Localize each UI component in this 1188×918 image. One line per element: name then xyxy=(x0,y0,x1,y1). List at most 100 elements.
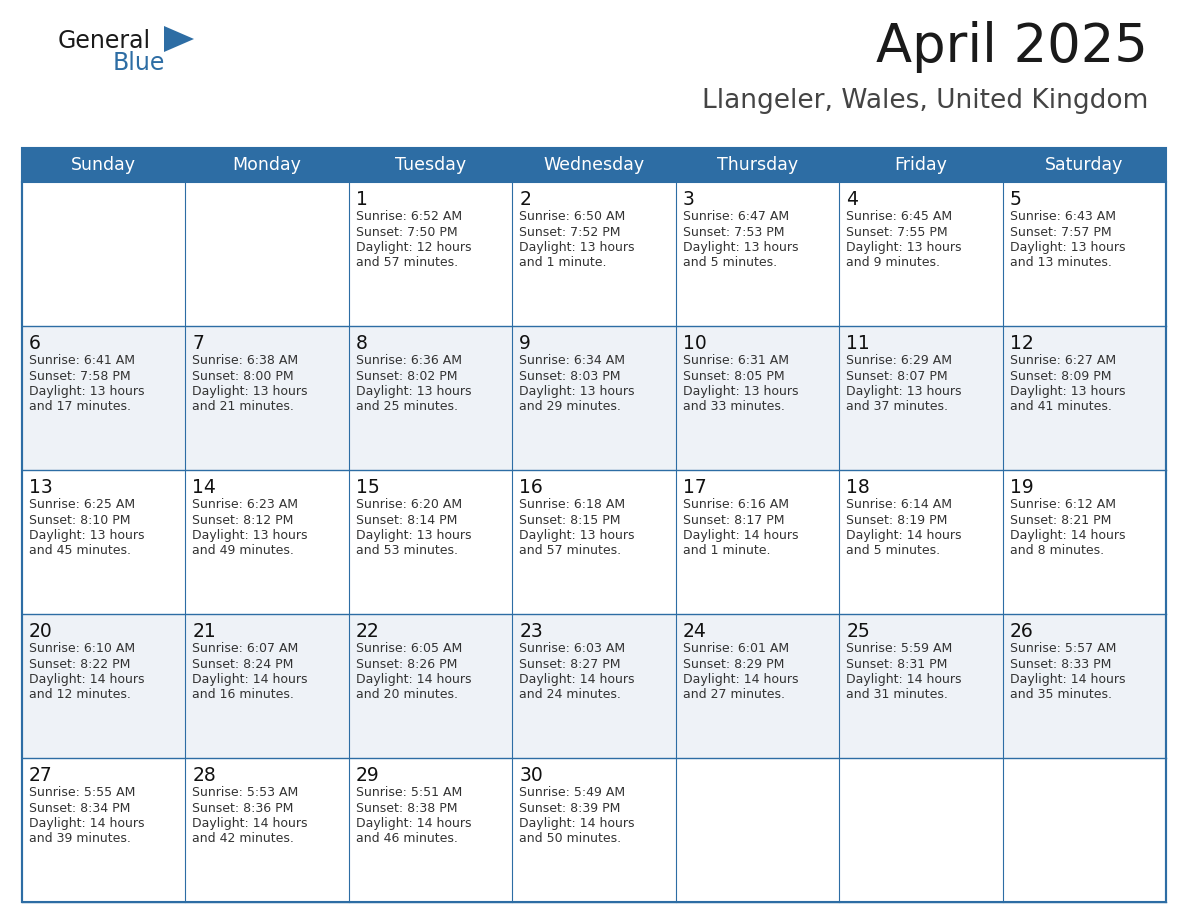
Text: Daylight: 14 hours: Daylight: 14 hours xyxy=(356,817,472,830)
Text: Sunset: 8:03 PM: Sunset: 8:03 PM xyxy=(519,370,621,383)
Bar xyxy=(23,758,1165,902)
Text: Llangeler, Wales, United Kingdom: Llangeler, Wales, United Kingdom xyxy=(702,88,1148,114)
Text: 4: 4 xyxy=(846,190,858,209)
Text: Sunrise: 6:07 AM: Sunrise: 6:07 AM xyxy=(192,642,298,655)
Text: Daylight: 14 hours: Daylight: 14 hours xyxy=(683,673,798,686)
Text: Sunset: 8:31 PM: Sunset: 8:31 PM xyxy=(846,657,948,670)
Text: Sunset: 8:39 PM: Sunset: 8:39 PM xyxy=(519,801,620,814)
Text: Sunrise: 5:53 AM: Sunrise: 5:53 AM xyxy=(192,786,298,799)
Text: and 13 minutes.: and 13 minutes. xyxy=(1010,256,1112,270)
Text: and 29 minutes.: and 29 minutes. xyxy=(519,400,621,413)
Text: and 5 minutes.: and 5 minutes. xyxy=(846,544,940,557)
Text: and 8 minutes.: and 8 minutes. xyxy=(1010,544,1104,557)
Text: Sunset: 8:29 PM: Sunset: 8:29 PM xyxy=(683,657,784,670)
Text: Daylight: 14 hours: Daylight: 14 hours xyxy=(1010,673,1125,686)
Text: and 27 minutes.: and 27 minutes. xyxy=(683,688,785,701)
Text: and 42 minutes.: and 42 minutes. xyxy=(192,833,295,845)
Text: 23: 23 xyxy=(519,622,543,641)
Text: Daylight: 14 hours: Daylight: 14 hours xyxy=(519,673,634,686)
Text: 12: 12 xyxy=(1010,334,1034,353)
Text: 22: 22 xyxy=(356,622,380,641)
Text: 21: 21 xyxy=(192,622,216,641)
Text: 6: 6 xyxy=(29,334,40,353)
Text: Daylight: 12 hours: Daylight: 12 hours xyxy=(356,241,472,254)
Text: 14: 14 xyxy=(192,478,216,497)
Text: and 16 minutes.: and 16 minutes. xyxy=(192,688,295,701)
Text: 5: 5 xyxy=(1010,190,1022,209)
Text: Sunrise: 6:36 AM: Sunrise: 6:36 AM xyxy=(356,354,462,367)
Bar xyxy=(23,614,1165,758)
Text: Sunrise: 6:34 AM: Sunrise: 6:34 AM xyxy=(519,354,625,367)
Text: Sunset: 8:12 PM: Sunset: 8:12 PM xyxy=(192,513,293,527)
Text: Sunrise: 6:31 AM: Sunrise: 6:31 AM xyxy=(683,354,789,367)
Text: 19: 19 xyxy=(1010,478,1034,497)
Text: Daylight: 14 hours: Daylight: 14 hours xyxy=(29,817,145,830)
Text: and 1 minute.: and 1 minute. xyxy=(683,544,770,557)
Text: Daylight: 14 hours: Daylight: 14 hours xyxy=(29,673,145,686)
Text: Sunset: 7:53 PM: Sunset: 7:53 PM xyxy=(683,226,784,239)
Text: Sunset: 7:58 PM: Sunset: 7:58 PM xyxy=(29,370,131,383)
Text: Sunrise: 6:10 AM: Sunrise: 6:10 AM xyxy=(29,642,135,655)
Text: Saturday: Saturday xyxy=(1045,156,1124,174)
Text: and 46 minutes.: and 46 minutes. xyxy=(356,833,457,845)
Text: and 12 minutes.: and 12 minutes. xyxy=(29,688,131,701)
Text: Sunrise: 6:27 AM: Sunrise: 6:27 AM xyxy=(1010,354,1116,367)
Text: Daylight: 14 hours: Daylight: 14 hours xyxy=(846,529,961,542)
Text: and 41 minutes.: and 41 minutes. xyxy=(1010,400,1112,413)
Text: Daylight: 14 hours: Daylight: 14 hours xyxy=(1010,529,1125,542)
Text: Sunset: 8:27 PM: Sunset: 8:27 PM xyxy=(519,657,621,670)
Text: Sunset: 8:34 PM: Sunset: 8:34 PM xyxy=(29,801,131,814)
Text: Sunrise: 5:57 AM: Sunrise: 5:57 AM xyxy=(1010,642,1116,655)
Text: Sunset: 8:21 PM: Sunset: 8:21 PM xyxy=(1010,513,1111,527)
Text: and 9 minutes.: and 9 minutes. xyxy=(846,256,940,270)
Text: Sunset: 8:14 PM: Sunset: 8:14 PM xyxy=(356,513,457,527)
Text: Daylight: 13 hours: Daylight: 13 hours xyxy=(683,385,798,398)
Text: Sunrise: 6:41 AM: Sunrise: 6:41 AM xyxy=(29,354,135,367)
Text: Daylight: 13 hours: Daylight: 13 hours xyxy=(519,241,634,254)
Text: 1: 1 xyxy=(356,190,368,209)
Text: Daylight: 14 hours: Daylight: 14 hours xyxy=(192,673,308,686)
Text: 9: 9 xyxy=(519,334,531,353)
Text: Sunset: 8:26 PM: Sunset: 8:26 PM xyxy=(356,657,457,670)
Text: and 5 minutes.: and 5 minutes. xyxy=(683,256,777,270)
Text: Daylight: 14 hours: Daylight: 14 hours xyxy=(519,817,634,830)
Text: General: General xyxy=(58,29,151,53)
Text: and 24 minutes.: and 24 minutes. xyxy=(519,688,621,701)
Text: Sunset: 8:15 PM: Sunset: 8:15 PM xyxy=(519,513,621,527)
Text: Daylight: 13 hours: Daylight: 13 hours xyxy=(846,385,961,398)
Text: Daylight: 13 hours: Daylight: 13 hours xyxy=(846,241,961,254)
Text: Daylight: 13 hours: Daylight: 13 hours xyxy=(29,529,145,542)
Text: Daylight: 13 hours: Daylight: 13 hours xyxy=(356,385,472,398)
Text: and 53 minutes.: and 53 minutes. xyxy=(356,544,457,557)
Text: Sunrise: 6:16 AM: Sunrise: 6:16 AM xyxy=(683,498,789,511)
Text: Sunrise: 6:25 AM: Sunrise: 6:25 AM xyxy=(29,498,135,511)
Text: Sunrise: 5:49 AM: Sunrise: 5:49 AM xyxy=(519,786,625,799)
Text: Sunrise: 6:43 AM: Sunrise: 6:43 AM xyxy=(1010,210,1116,223)
Bar xyxy=(23,326,1165,470)
Text: April 2025: April 2025 xyxy=(876,21,1148,73)
Text: Sunset: 8:17 PM: Sunset: 8:17 PM xyxy=(683,513,784,527)
Text: 20: 20 xyxy=(29,622,52,641)
Text: Sunrise: 6:20 AM: Sunrise: 6:20 AM xyxy=(356,498,462,511)
Text: and 17 minutes.: and 17 minutes. xyxy=(29,400,131,413)
Text: Sunrise: 5:51 AM: Sunrise: 5:51 AM xyxy=(356,786,462,799)
Text: Sunrise: 6:12 AM: Sunrise: 6:12 AM xyxy=(1010,498,1116,511)
Text: Daylight: 13 hours: Daylight: 13 hours xyxy=(519,385,634,398)
Text: Sunset: 8:05 PM: Sunset: 8:05 PM xyxy=(683,370,784,383)
Text: Sunset: 8:10 PM: Sunset: 8:10 PM xyxy=(29,513,131,527)
Text: and 25 minutes.: and 25 minutes. xyxy=(356,400,457,413)
Text: Sunset: 8:33 PM: Sunset: 8:33 PM xyxy=(1010,657,1111,670)
Text: Sunset: 7:52 PM: Sunset: 7:52 PM xyxy=(519,226,621,239)
Text: Sunrise: 6:38 AM: Sunrise: 6:38 AM xyxy=(192,354,298,367)
Text: Daylight: 13 hours: Daylight: 13 hours xyxy=(356,529,472,542)
Text: Daylight: 14 hours: Daylight: 14 hours xyxy=(683,529,798,542)
Text: and 45 minutes.: and 45 minutes. xyxy=(29,544,131,557)
Text: Sunrise: 6:03 AM: Sunrise: 6:03 AM xyxy=(519,642,625,655)
Text: 26: 26 xyxy=(1010,622,1034,641)
Text: Wednesday: Wednesday xyxy=(543,156,645,174)
Text: Sunday: Sunday xyxy=(71,156,137,174)
Bar xyxy=(23,470,1165,614)
Bar xyxy=(23,148,1165,182)
Text: Sunset: 8:36 PM: Sunset: 8:36 PM xyxy=(192,801,293,814)
Text: Sunrise: 6:23 AM: Sunrise: 6:23 AM xyxy=(192,498,298,511)
